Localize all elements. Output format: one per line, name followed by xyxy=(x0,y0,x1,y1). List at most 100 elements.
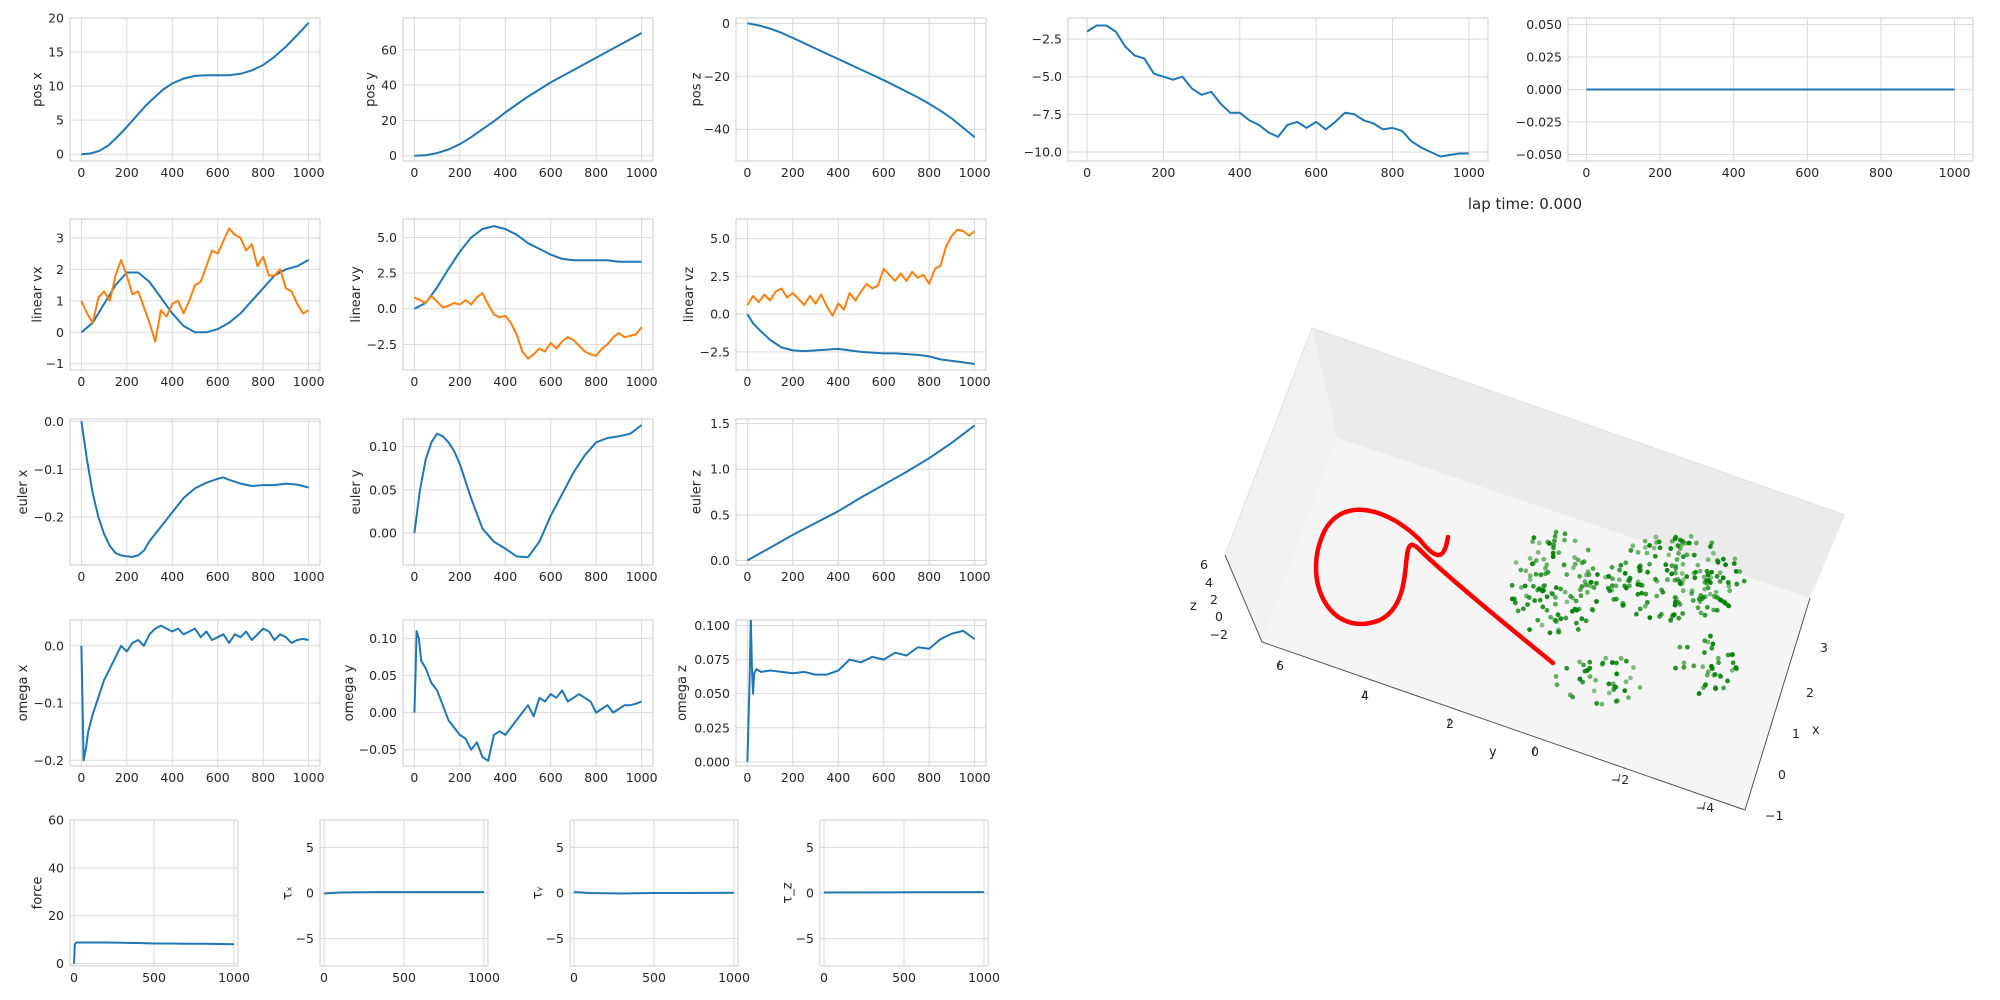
gate-point xyxy=(1729,668,1735,673)
gate-point xyxy=(1564,572,1570,577)
y-tick-label: −0.1 xyxy=(34,462,64,477)
gate-point xyxy=(1622,583,1627,589)
y-tick-label: 0.0 xyxy=(44,414,64,429)
x-tick-label: −1 xyxy=(1765,808,1783,823)
gate-point xyxy=(1644,600,1650,605)
series-line-1 xyxy=(746,620,976,762)
plot-frame xyxy=(69,819,239,967)
gate-point xyxy=(1704,581,1710,586)
gate-point xyxy=(1665,577,1670,583)
y-tick-label: 0 xyxy=(806,886,814,901)
x-tick-label: 1000 xyxy=(293,569,325,584)
x-tick-label: 0 xyxy=(743,770,751,785)
gate-point xyxy=(1737,569,1743,574)
gate-point xyxy=(1694,540,1699,546)
plot-frame xyxy=(735,17,987,162)
gate-point xyxy=(1607,588,1613,594)
y-tick-label: −4 xyxy=(1696,800,1714,815)
x-tick-label: 1000 xyxy=(968,970,1000,985)
x-tick-label: 1000 xyxy=(718,970,750,985)
y-tick-label: −2 xyxy=(1611,772,1629,787)
gate-point xyxy=(1523,568,1529,574)
gate-point xyxy=(1716,660,1721,666)
y-tick-label: 0.075 xyxy=(694,652,730,667)
gate-point xyxy=(1640,583,1645,588)
x-tick-label: 0 xyxy=(570,970,578,985)
plot-frame xyxy=(319,819,489,967)
gate-point xyxy=(1709,569,1715,575)
gate-point xyxy=(1589,579,1594,585)
gate-point xyxy=(1518,567,1524,573)
gate-point xyxy=(1591,688,1597,694)
y-tick-label: 0.025 xyxy=(1526,50,1562,65)
gate-point xyxy=(1512,600,1518,606)
series-line-2 xyxy=(80,227,310,343)
gate-point xyxy=(1550,554,1556,560)
y-tick-label: 15 xyxy=(48,45,64,60)
plot-frame xyxy=(402,17,654,162)
x-tick-label: 800 xyxy=(584,569,608,584)
gate-point xyxy=(1673,563,1679,569)
x-tick-label: 800 xyxy=(584,165,608,180)
gate-point xyxy=(1730,652,1735,657)
gate-point xyxy=(1708,544,1713,549)
gate-point xyxy=(1625,695,1631,700)
y-tick-label: 6 xyxy=(1276,658,1284,673)
y-tick-label: 2.5 xyxy=(710,269,730,284)
z-axis-label: z xyxy=(1190,599,1197,614)
gate-point xyxy=(1527,556,1533,561)
x-tick-label: 0 xyxy=(743,569,751,584)
gate-point xyxy=(1563,615,1569,621)
x-tick-label: 200 xyxy=(1648,165,1672,180)
plot-frame xyxy=(1067,17,1489,162)
plot-frame xyxy=(1567,17,1974,162)
y-tick-label: 5.0 xyxy=(377,230,397,245)
gate-point xyxy=(1677,546,1683,551)
gate-point xyxy=(1658,611,1664,617)
gate-point xyxy=(1680,538,1686,544)
gate-point xyxy=(1654,593,1660,599)
gate-point xyxy=(1703,681,1708,687)
gate-point xyxy=(1659,587,1664,593)
gate-point xyxy=(1579,584,1585,589)
gate-point xyxy=(1698,610,1704,616)
gate-point xyxy=(1552,538,1557,544)
gate-point xyxy=(1714,607,1720,613)
gate-point xyxy=(1637,606,1643,612)
x-tick-label: 600 xyxy=(872,770,896,785)
x-tick-label: 0 xyxy=(410,569,418,584)
y-axis-label: pos y xyxy=(364,72,379,107)
gate-point xyxy=(1579,616,1585,622)
gate-point xyxy=(1585,668,1590,673)
z-tick-label: 4 xyxy=(1205,575,1213,590)
gate-point xyxy=(1710,641,1716,647)
y-tick-label: 0 xyxy=(389,148,397,163)
y-tick xyxy=(1532,745,1536,755)
y-tick-label: −0.1 xyxy=(34,696,64,711)
subplot-top-mid: 0 200 400 600 800 1000 −2.5 −5.0 −7.5 −10.0 xyxy=(1024,17,1489,180)
gate-point xyxy=(1577,573,1583,579)
z-tick-label: 2 xyxy=(1210,592,1218,607)
gate-point xyxy=(1711,607,1717,613)
y-axis-label: force xyxy=(31,877,46,910)
gate-point xyxy=(1680,611,1686,616)
x-tick-label: 500 xyxy=(642,970,666,985)
gate-point xyxy=(1583,618,1589,624)
gate-point xyxy=(1613,583,1619,589)
y-tick-label: 0 xyxy=(556,886,564,901)
series-line-1 xyxy=(414,32,643,157)
gate-point xyxy=(1647,615,1653,621)
x-tick-label: 0 xyxy=(1582,165,1590,180)
gate-point xyxy=(1539,622,1545,628)
gate-point xyxy=(1679,581,1685,586)
gate-point xyxy=(1570,565,1576,571)
gate-point xyxy=(1726,603,1732,609)
y-tick-label: 60 xyxy=(48,813,64,828)
gate-point xyxy=(1680,561,1686,567)
gate-point xyxy=(1669,571,1675,577)
y-tick-label: 0.05 xyxy=(369,668,397,683)
subplot-tau-y: 0 500 1000 5 0 −5 τᵧ xyxy=(531,819,750,985)
x-tick-label: 1000 xyxy=(293,770,325,785)
